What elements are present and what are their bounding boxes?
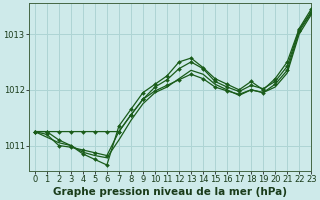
- X-axis label: Graphe pression niveau de la mer (hPa): Graphe pression niveau de la mer (hPa): [53, 187, 287, 197]
